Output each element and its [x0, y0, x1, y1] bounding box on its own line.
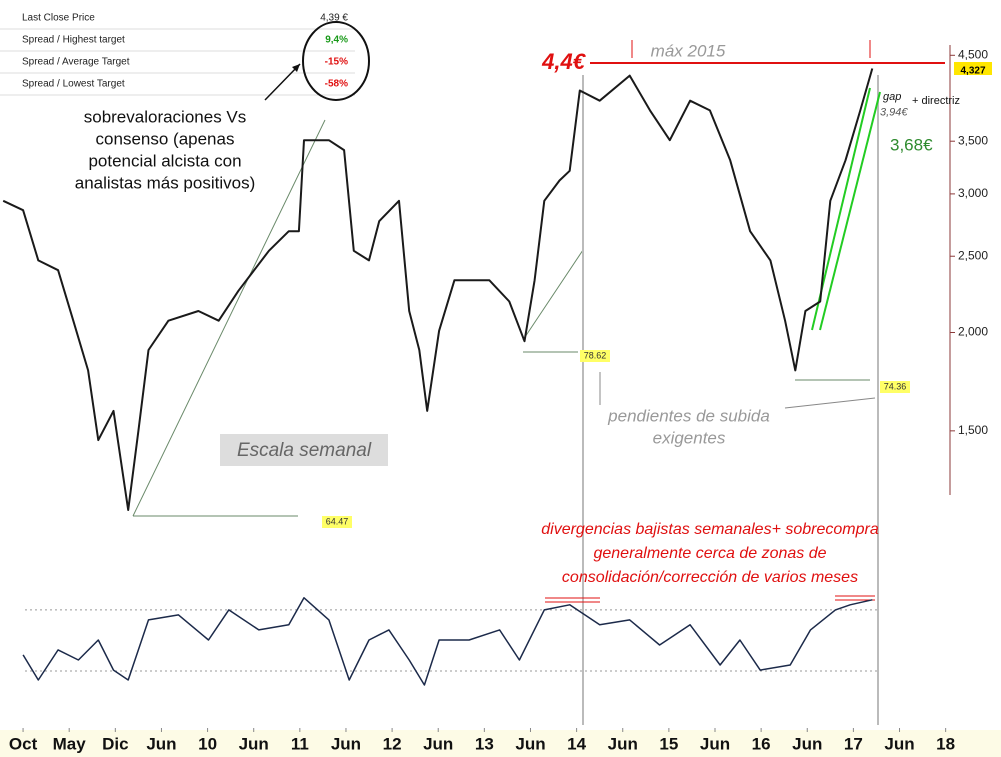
level-label: 3,68€: [890, 136, 933, 155]
annotation: + directriz: [912, 95, 960, 107]
annotation: generalmente cerca de zonas de: [593, 545, 826, 562]
annotation: Escala semanal: [237, 440, 372, 461]
x-tick-label: Jun: [239, 734, 269, 753]
annotation: sobrevaloraciones Vs: [84, 107, 247, 126]
row-label: Spread / Average Target: [22, 57, 130, 68]
annotation: potencial alcista con: [88, 151, 241, 170]
rsi-label: 78.62: [584, 350, 607, 360]
drawings: [132, 40, 951, 725]
x-tick-label: Jun: [515, 734, 545, 753]
row-label: Spread / Highest target: [22, 35, 125, 46]
x-tick-label: 17: [844, 734, 863, 753]
price-line: [22, 597, 873, 686]
rsi-box: [580, 350, 610, 362]
annotation: máx 2015: [651, 41, 726, 60]
x-tick-label: Jun: [146, 734, 176, 753]
annotation: divergencias bajistas semanales+ sobreco…: [541, 521, 879, 538]
y-tick-label: 4,500: [958, 47, 988, 61]
y-tick-label: 3,500: [958, 133, 988, 147]
trend-line: [132, 119, 326, 517]
annotation: consenso (apenas: [96, 129, 235, 148]
row-label: Last Close Price: [22, 13, 95, 24]
x-tick-label: Oct: [9, 734, 38, 753]
x-tick-label: Jun: [608, 734, 638, 753]
trend-line: [819, 91, 881, 331]
x-tick-label: Jun: [700, 734, 730, 753]
y-tick-label: 2,000: [958, 325, 988, 339]
label-box: [220, 434, 388, 466]
annotation: analistas más positivos): [75, 173, 255, 192]
x-tick-label: Jun: [792, 734, 822, 753]
row-value: 4,39 €: [320, 13, 348, 24]
x-tick-label: 14: [567, 734, 586, 753]
rsi-label: 74.36: [884, 381, 907, 391]
table: Last Close Price 4,39 € Spread / Highest…: [0, 13, 370, 101]
y-tick-label: 2,500: [958, 248, 988, 262]
x-tick-label: 11: [291, 734, 309, 753]
x-axis-band: [0, 730, 1001, 757]
x-tick-label: 18: [936, 734, 955, 753]
row-value: -58%: [325, 79, 348, 90]
row-value: -15%: [325, 57, 348, 68]
x-tick-label: 12: [383, 734, 402, 753]
x-tick-label: Jun: [331, 734, 361, 753]
annotation: gap: [883, 91, 901, 103]
price-line: [2, 68, 874, 511]
arrowhead: [292, 64, 300, 72]
price-box: [954, 62, 992, 75]
arrow: [784, 397, 876, 409]
x-tick-label: Dic: [102, 734, 128, 753]
x-tick-label: Jun: [884, 734, 914, 753]
y-tick-label: 1,500: [958, 423, 988, 437]
x-tick-label: 16: [752, 734, 771, 753]
x-tick-label: 15: [659, 734, 678, 753]
row-label: Spread / Lowest Target: [22, 79, 125, 90]
row-value: 9,4%: [325, 35, 348, 46]
arrow: [264, 63, 301, 101]
y-tick-label: 3,000: [958, 186, 988, 200]
x-tick-label: Jun: [423, 734, 453, 753]
x-tick-label: May: [53, 734, 87, 753]
x-tick-label: 13: [475, 734, 494, 753]
rsi-box: [880, 381, 910, 393]
annotation: pendientes de subida: [607, 406, 770, 425]
highlight-circle: [302, 21, 370, 101]
last-price-label: 4,327: [960, 65, 985, 76]
x-tick-label: 10: [198, 734, 217, 753]
annotation: exigentes: [653, 428, 726, 447]
annotation: consolidación/corrección de varios meses: [562, 569, 858, 586]
rsi-label: 64.47: [326, 516, 349, 526]
trend-line: [522, 249, 584, 341]
rsi-box: [322, 516, 352, 528]
level-label: 3,94€: [880, 107, 908, 119]
level-label: 4,4€: [541, 49, 587, 74]
